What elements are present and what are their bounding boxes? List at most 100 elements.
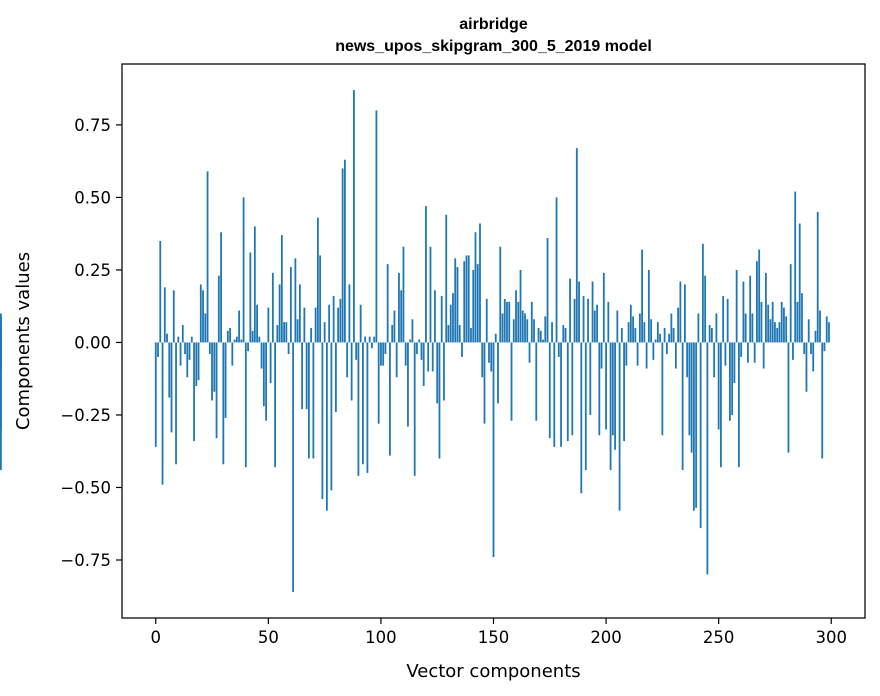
bar bbox=[602, 272, 605, 343]
bar bbox=[472, 269, 475, 343]
bar bbox=[199, 284, 202, 343]
bar bbox=[753, 342, 756, 363]
bar bbox=[416, 342, 418, 355]
y-tick-label: 0.00 bbox=[74, 333, 111, 352]
bar bbox=[562, 325, 565, 343]
bar bbox=[206, 171, 209, 343]
bar bbox=[796, 301, 799, 343]
bar bbox=[447, 325, 450, 343]
bar bbox=[274, 342, 276, 468]
bar bbox=[647, 269, 650, 343]
bar bbox=[445, 214, 448, 343]
bar bbox=[231, 342, 234, 366]
bar bbox=[0, 313, 2, 343]
bar bbox=[733, 342, 736, 384]
bar bbox=[170, 342, 173, 433]
bar bbox=[262, 342, 265, 407]
bar bbox=[663, 327, 666, 343]
bar bbox=[618, 342, 621, 511]
bar bbox=[328, 304, 331, 343]
bar bbox=[780, 301, 783, 343]
bar bbox=[456, 267, 459, 343]
bar bbox=[744, 313, 747, 343]
bar bbox=[294, 258, 297, 343]
bar bbox=[321, 342, 324, 500]
bar bbox=[436, 342, 439, 404]
bar bbox=[389, 342, 391, 456]
bar bbox=[825, 316, 828, 343]
bar bbox=[371, 342, 373, 349]
bar bbox=[701, 243, 704, 343]
x-tick-label: 0 bbox=[151, 628, 162, 647]
y-axis-ticks: −0.75 −0.50 −0.25 0.00 0.25 0.50 0.75 bbox=[60, 116, 122, 570]
bar bbox=[229, 327, 231, 343]
bar bbox=[645, 342, 648, 369]
bar bbox=[357, 342, 360, 476]
bar bbox=[258, 336, 261, 343]
bar bbox=[0, 342, 2, 471]
bar bbox=[634, 327, 637, 343]
bar bbox=[738, 342, 740, 468]
bar bbox=[377, 342, 380, 424]
bar bbox=[244, 342, 247, 468]
bar bbox=[391, 325, 394, 343]
bar bbox=[521, 310, 524, 343]
bar bbox=[571, 342, 574, 436]
bar bbox=[366, 342, 369, 473]
bar bbox=[438, 342, 441, 459]
bar bbox=[325, 342, 328, 511]
bar bbox=[341, 168, 344, 343]
bar bbox=[249, 252, 252, 343]
bar bbox=[195, 342, 198, 386]
bar bbox=[307, 342, 310, 459]
bar bbox=[348, 284, 351, 343]
bar bbox=[794, 191, 797, 343]
bar bbox=[641, 249, 643, 343]
bar bbox=[323, 322, 326, 343]
bar bbox=[530, 301, 533, 343]
bar bbox=[161, 342, 164, 485]
bar bbox=[688, 342, 691, 436]
bar bbox=[179, 342, 182, 366]
bar bbox=[276, 325, 279, 343]
bar bbox=[362, 342, 364, 465]
bar bbox=[803, 342, 806, 355]
bar bbox=[816, 211, 819, 343]
bar bbox=[749, 275, 752, 343]
bar bbox=[233, 339, 236, 343]
y-tick-label: 0.75 bbox=[74, 116, 111, 135]
bar bbox=[654, 339, 657, 343]
y-axis-label: Components values bbox=[13, 252, 34, 430]
bar bbox=[650, 319, 653, 343]
bar bbox=[222, 342, 225, 465]
bar bbox=[823, 342, 826, 352]
bar bbox=[575, 148, 578, 343]
bar bbox=[715, 313, 718, 343]
bar bbox=[476, 264, 479, 343]
bar bbox=[285, 322, 288, 343]
bar bbox=[458, 325, 461, 343]
bar bbox=[564, 327, 567, 343]
bar bbox=[190, 336, 193, 343]
bar bbox=[172, 290, 175, 343]
bar bbox=[555, 197, 558, 343]
bar bbox=[814, 330, 817, 343]
x-tick-label: 250 bbox=[703, 628, 735, 647]
bar bbox=[792, 342, 794, 360]
bar bbox=[373, 336, 376, 343]
bar bbox=[175, 342, 177, 465]
bar bbox=[375, 110, 378, 343]
bar bbox=[202, 290, 204, 343]
bar bbox=[659, 333, 662, 343]
bar bbox=[801, 293, 803, 343]
bar bbox=[181, 325, 184, 343]
bar bbox=[226, 330, 229, 343]
bar bbox=[591, 281, 594, 343]
bar bbox=[289, 267, 292, 343]
bar bbox=[492, 342, 495, 558]
bar bbox=[409, 339, 412, 343]
bar bbox=[224, 342, 227, 418]
bar bbox=[393, 310, 396, 343]
bar bbox=[704, 275, 707, 343]
bar bbox=[578, 281, 580, 343]
